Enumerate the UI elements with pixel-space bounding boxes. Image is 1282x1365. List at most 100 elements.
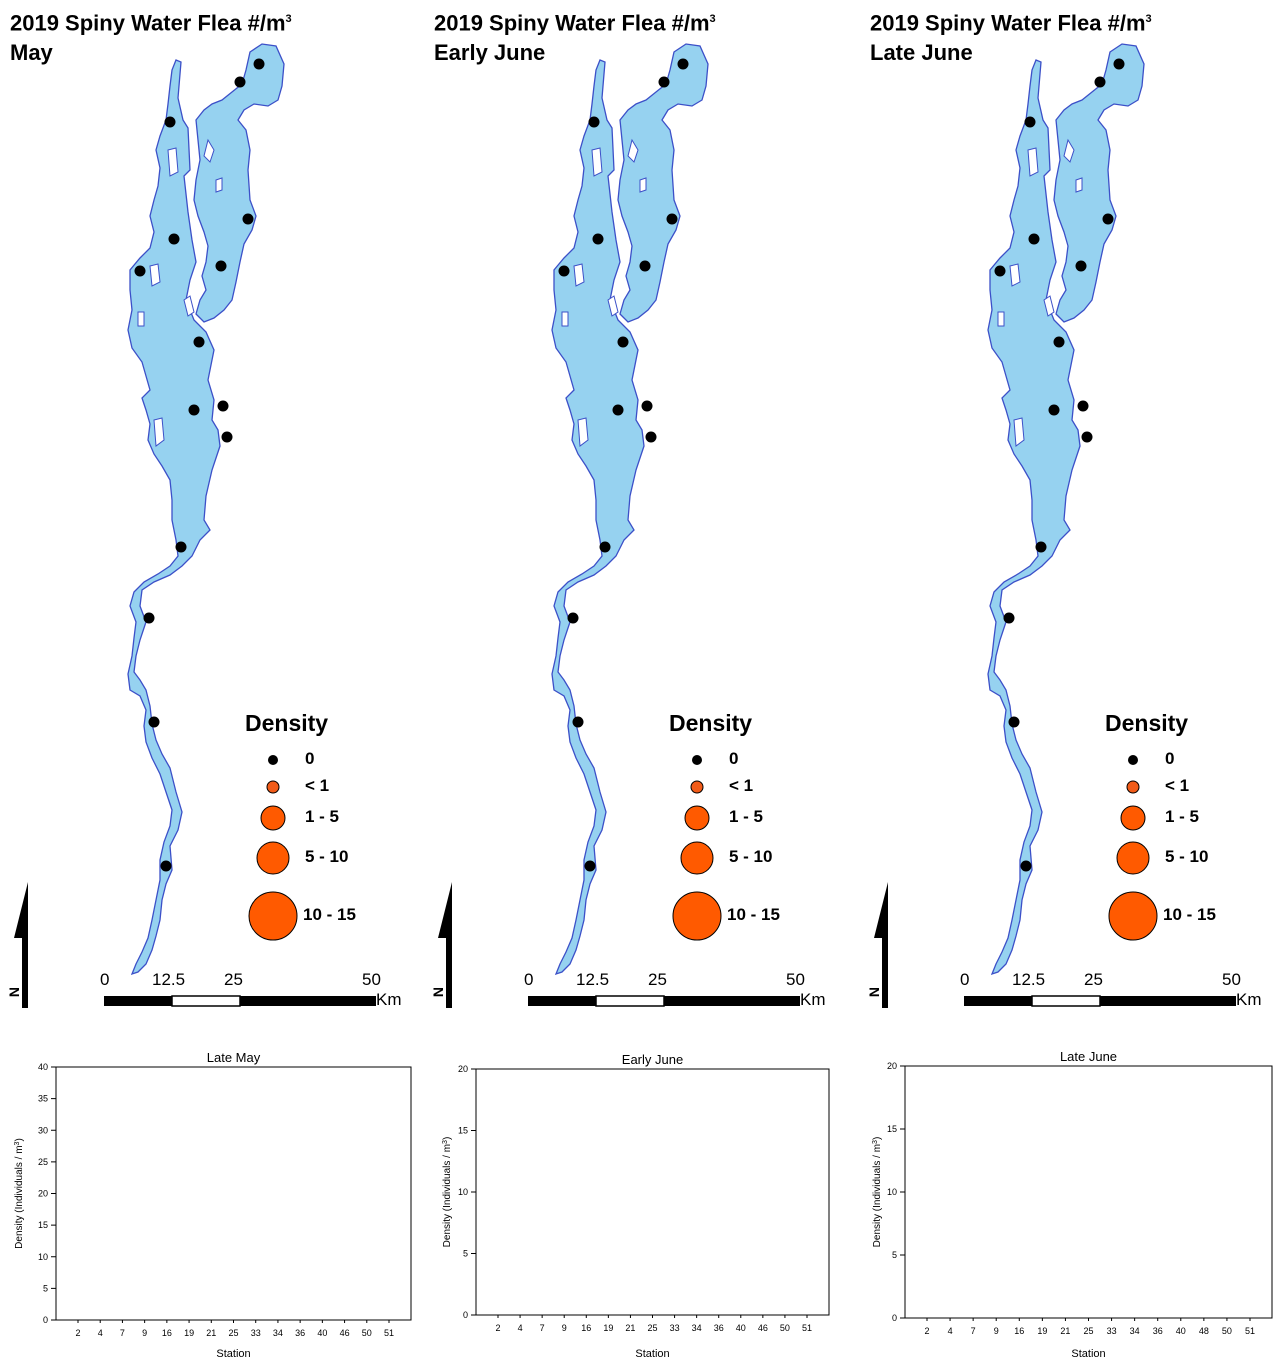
x-tick-label: 40 <box>1176 1326 1186 1336</box>
map-panel-may: 2019 Spiny Water Flea #/m3 May Density 0 <… <box>0 0 427 1015</box>
x-tick-label: 21 <box>206 1328 216 1338</box>
lake-map <box>551 43 709 976</box>
island <box>607 295 619 317</box>
map-title: 2019 Spiny Water Flea #/m3 Late June <box>870 10 1152 66</box>
legend-symbol <box>692 755 702 765</box>
x-tick-label: 25 <box>228 1328 238 1338</box>
scale-bar-graphic <box>528 995 800 1007</box>
station-marker-zero <box>645 431 657 443</box>
station-marker-zero <box>994 265 1006 277</box>
x-tick-label: 34 <box>692 1323 702 1333</box>
x-tick-label: 36 <box>714 1323 724 1333</box>
station-marker-zero <box>572 716 584 728</box>
station-marker-zero <box>567 612 579 624</box>
scale-bar-graphic <box>964 995 1236 1007</box>
station-marker-zero <box>599 541 611 553</box>
y-axis-label: Density (Individuals / m3) <box>442 1137 454 1248</box>
x-tick-label: 51 <box>1245 1326 1255 1336</box>
x-tick-label: 16 <box>1014 1326 1024 1336</box>
station-marker-zero <box>221 431 233 443</box>
y-axis-label: Density (Individuals / m3) <box>14 1138 26 1249</box>
x-tick-label: 50 <box>780 1323 790 1333</box>
island <box>1009 263 1021 287</box>
legend-label: 5 - 10 <box>305 847 349 866</box>
legend-label: < 1 <box>729 776 754 795</box>
x-tick-label: 25 <box>647 1323 657 1333</box>
legend-label: < 1 <box>305 776 330 795</box>
scale-tick-label: 25 <box>224 970 243 989</box>
station-marker-zero <box>217 400 229 412</box>
x-tick-label: 21 <box>625 1323 635 1333</box>
lake-map <box>127 43 285 976</box>
north-label: N <box>866 986 883 998</box>
legend-label: 1 - 5 <box>305 807 340 826</box>
y-tick-label: 0 <box>463 1310 468 1320</box>
lake-east-arm <box>193 43 285 323</box>
station-marker-zero <box>168 233 180 245</box>
north-label: N <box>6 986 23 998</box>
station-marker-zero <box>253 58 265 70</box>
island <box>215 177 223 193</box>
scale-tick-label: 50 <box>362 970 381 989</box>
density-chart-early-june: Early June 0 5 10 15 20 2 4 7 9 16 19 21 25 33 34 36 40 46… <box>428 1045 853 1365</box>
north-label: N <box>430 986 447 998</box>
y-tick-label: 5 <box>892 1250 897 1260</box>
island <box>1063 138 1075 163</box>
scale-tick-label: 50 <box>1222 970 1241 989</box>
x-tick-label: 7 <box>120 1328 125 1338</box>
scale-tick-label: 50 <box>786 970 805 989</box>
station-marker-zero <box>175 541 187 553</box>
legend-symbol <box>266 780 280 794</box>
legend-symbol <box>1120 805 1146 831</box>
legend-symbol <box>248 891 298 941</box>
scale-tick-label: 25 <box>648 970 667 989</box>
station-marker-zero <box>666 213 678 225</box>
y-tick-label: 40 <box>38 1062 48 1072</box>
y-axis-label: Density (Individuals / m3) <box>872 1137 884 1248</box>
station-marker-zero <box>160 860 172 872</box>
station-marker-zero <box>188 404 200 416</box>
station-marker-zero <box>584 860 596 872</box>
island <box>627 138 639 163</box>
y-tick-label: 0 <box>892 1313 897 1323</box>
island <box>1043 295 1055 317</box>
legend-title: Density <box>245 710 329 736</box>
y-tick-label: 5 <box>463 1249 468 1259</box>
station-marker-zero <box>134 265 146 277</box>
legend-label: 0 <box>729 749 739 768</box>
x-tick-label: 19 <box>184 1328 194 1338</box>
legend-symbol <box>260 805 286 831</box>
north-arrow-icon <box>432 878 462 1013</box>
y-tick-label: 30 <box>38 1125 48 1135</box>
station-marker-zero <box>1003 612 1015 624</box>
island <box>577 417 589 447</box>
legend-label: 10 - 15 <box>303 905 356 924</box>
station-marker-zero <box>1102 213 1114 225</box>
scale-tick-label: 12.5 <box>1012 970 1046 989</box>
scale-unit-label: Km <box>376 990 402 1009</box>
map-panel-late-june: 2019 Spiny Water Flea #/m3 Late June Den… <box>860 0 1282 1015</box>
legend-label: < 1 <box>1165 776 1190 795</box>
x-tick-label: 48 <box>1199 1326 1209 1336</box>
scale-tick-label: 0 <box>100 970 110 989</box>
scale-tick-label: 0 <box>524 970 534 989</box>
x-tick-label: 34 <box>1130 1326 1140 1336</box>
x-tick-label: 9 <box>142 1328 147 1338</box>
island <box>153 417 165 447</box>
y-tick-label: 15 <box>458 1126 468 1136</box>
x-tick-label: 34 <box>273 1328 283 1338</box>
x-tick-label: 4 <box>518 1323 523 1333</box>
station-marker-zero <box>148 716 160 728</box>
legend-symbol <box>256 841 290 875</box>
station-marker-zero <box>1020 860 1032 872</box>
x-tick-label: 36 <box>1153 1326 1163 1336</box>
x-axis-label: Station <box>635 1348 669 1360</box>
station-marker-zero <box>592 233 604 245</box>
x-tick-label: 25 <box>1083 1326 1093 1336</box>
legend-symbol <box>690 780 704 794</box>
x-tick-label: 2 <box>924 1326 929 1336</box>
legend-label: 10 - 15 <box>727 905 780 924</box>
scale-bar: 0 12.5 25 50 Km <box>960 970 1280 1015</box>
plot-frame <box>475 1068 830 1316</box>
station-marker-zero <box>1028 233 1040 245</box>
